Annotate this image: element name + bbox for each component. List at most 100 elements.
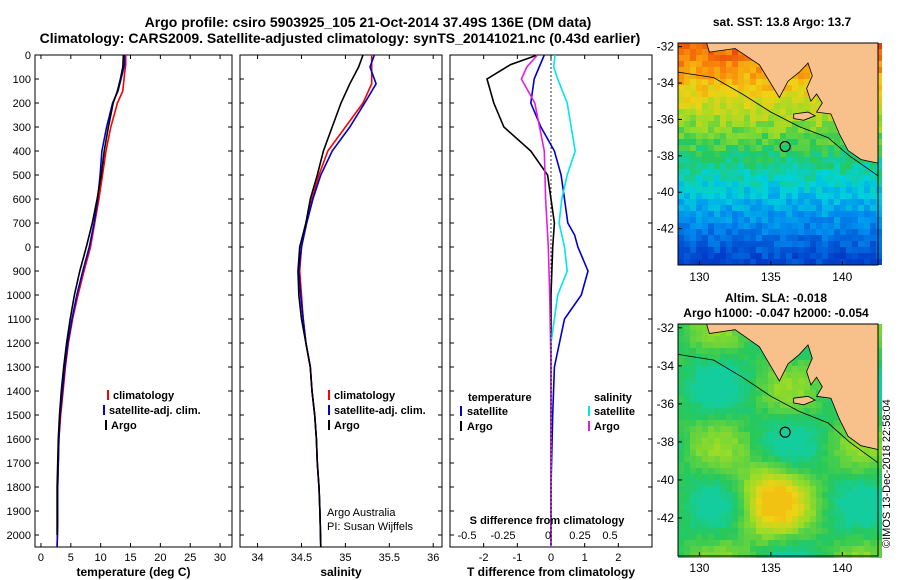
map-cell <box>714 55 720 61</box>
map-cell <box>744 67 750 73</box>
map-cell <box>732 354 738 360</box>
map-cell <box>810 426 816 432</box>
map-cell <box>786 408 792 414</box>
map-cell <box>708 169 714 175</box>
map-cell <box>846 175 852 181</box>
y-tick-label: 1300 <box>7 362 31 374</box>
map-cell <box>726 540 732 546</box>
map-cell <box>750 498 756 504</box>
map-cell <box>678 127 684 133</box>
map-cell <box>684 79 690 85</box>
map-cell <box>762 384 768 390</box>
map-cell <box>840 474 846 480</box>
map-cell <box>822 432 828 438</box>
y-tick-label: 300 <box>13 122 31 134</box>
map-cell <box>810 259 816 265</box>
map-cell <box>828 235 834 241</box>
map-cell <box>840 199 846 205</box>
map-cell <box>744 516 750 522</box>
map-cell <box>696 372 702 378</box>
map-cell <box>690 528 696 534</box>
map-cell <box>696 474 702 480</box>
map-cell <box>804 438 810 444</box>
map-cell <box>696 205 702 211</box>
map-cell <box>720 498 726 504</box>
map-cell <box>840 139 846 145</box>
map-cell <box>864 462 870 468</box>
map-cell <box>810 145 816 151</box>
map-cell <box>774 534 780 540</box>
map-cell <box>780 103 786 109</box>
map-cell <box>696 450 702 456</box>
sst-map-title: sat. SST: 13.8 Argo: 13.7 <box>713 15 852 29</box>
map-cell <box>768 121 774 127</box>
map-cell <box>684 253 690 259</box>
map-cell <box>768 528 774 534</box>
map-cell <box>834 504 840 510</box>
map-cell <box>762 253 768 259</box>
map-cell <box>708 342 714 348</box>
map-cell <box>774 97 780 103</box>
map-cell <box>714 528 720 534</box>
map-cell <box>708 217 714 223</box>
map-cell <box>876 444 882 450</box>
map-cell <box>822 546 828 552</box>
map-cell <box>702 217 708 223</box>
map-cell <box>810 546 816 552</box>
map-cell <box>768 211 774 217</box>
map-cell <box>786 91 792 97</box>
map-cell <box>762 175 768 181</box>
map-cell <box>720 432 726 438</box>
map-cell <box>714 474 720 480</box>
map-cell <box>846 444 852 450</box>
map-cell <box>834 540 840 546</box>
map-cell <box>720 145 726 151</box>
map-cell <box>822 181 828 187</box>
map-cell <box>732 360 738 366</box>
map-cell <box>762 139 768 145</box>
map-cell <box>780 163 786 169</box>
map-cell <box>708 73 714 79</box>
map-cell <box>702 205 708 211</box>
y-tick-label: 2000 <box>7 530 31 542</box>
map-cell <box>744 217 750 223</box>
map-cell <box>828 229 834 235</box>
map-cell <box>702 384 708 390</box>
map-cell <box>822 552 828 558</box>
map-cell <box>828 133 834 139</box>
map-cell <box>750 474 756 480</box>
map-cell <box>762 360 768 366</box>
map-cell <box>720 247 726 253</box>
map-cell <box>684 390 690 396</box>
map-cell <box>876 390 882 396</box>
map-cell <box>690 43 696 49</box>
map-cell <box>756 432 762 438</box>
map-cell <box>708 253 714 259</box>
map-cell <box>816 510 822 516</box>
map-cell <box>678 235 684 241</box>
map-cell <box>756 139 762 145</box>
map-cell <box>696 73 702 79</box>
map-cell <box>726 169 732 175</box>
map-cell <box>876 486 882 492</box>
map-cell <box>690 546 696 552</box>
map-cell <box>762 552 768 558</box>
map-cell <box>858 163 864 169</box>
map-cell <box>876 211 882 217</box>
map-cell <box>750 247 756 253</box>
map-cell <box>756 402 762 408</box>
map-cell <box>768 151 774 157</box>
map-cell <box>696 115 702 121</box>
map-cell <box>744 121 750 127</box>
map-cell <box>702 169 708 175</box>
map-cell <box>858 199 864 205</box>
map-cell <box>684 408 690 414</box>
map-cell <box>852 474 858 480</box>
map-cell <box>828 187 834 193</box>
y-tick-label: 1200 <box>7 338 31 350</box>
map-cell <box>786 247 792 253</box>
map-cell <box>684 396 690 402</box>
map-cell <box>690 259 696 265</box>
map-cell <box>726 247 732 253</box>
